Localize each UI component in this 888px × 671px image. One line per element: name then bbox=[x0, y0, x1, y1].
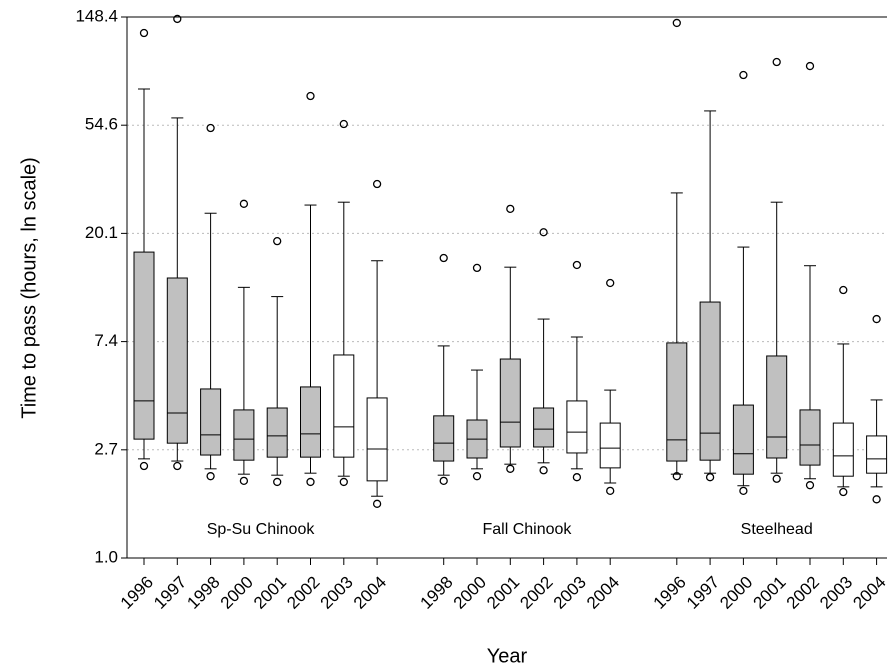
box bbox=[599, 422, 621, 469]
box bbox=[300, 386, 321, 458]
outlier bbox=[739, 486, 748, 496]
y-tick-label: 148.4 bbox=[75, 6, 118, 25]
box bbox=[233, 409, 255, 461]
x-tick-label: 1997 bbox=[150, 573, 190, 613]
x-tick-label: 2000 bbox=[716, 573, 756, 613]
x-tick-label: 1998 bbox=[417, 573, 457, 613]
box bbox=[366, 397, 388, 482]
outlier bbox=[805, 481, 815, 490]
outlier bbox=[206, 472, 215, 481]
outlier bbox=[772, 57, 781, 67]
x-tick-label: 2001 bbox=[483, 573, 523, 613]
outlier bbox=[705, 473, 715, 482]
outlier bbox=[339, 477, 348, 487]
x-tick-label: 1998 bbox=[183, 573, 223, 613]
x-tick-label: 2003 bbox=[816, 573, 856, 613]
x-tick-label: 2004 bbox=[849, 573, 888, 613]
y-tick-label: 7.4 bbox=[94, 331, 118, 350]
group-label: Fall Chinook bbox=[482, 521, 572, 538]
x-tick-label: 2002 bbox=[283, 573, 323, 613]
x-tick-label: 1997 bbox=[683, 573, 723, 613]
outlier bbox=[805, 61, 815, 71]
outlier bbox=[372, 179, 382, 189]
box bbox=[433, 415, 455, 462]
outlier bbox=[572, 260, 582, 270]
outlier bbox=[839, 487, 848, 497]
x-axis-label: Year bbox=[487, 645, 528, 667]
box bbox=[566, 400, 588, 454]
outlier bbox=[239, 199, 249, 208]
outlier bbox=[239, 476, 249, 486]
x-tick-label: 2001 bbox=[750, 573, 790, 613]
outlier bbox=[439, 476, 448, 486]
x-tick-label: 1996 bbox=[117, 573, 157, 613]
box bbox=[766, 355, 788, 459]
box bbox=[866, 435, 888, 474]
outlier bbox=[306, 477, 315, 487]
outlier bbox=[173, 14, 182, 24]
box bbox=[200, 388, 222, 456]
outlier bbox=[872, 495, 881, 504]
box bbox=[666, 342, 688, 462]
y-tick-label: 20.1 bbox=[85, 223, 118, 242]
outlier bbox=[506, 464, 515, 473]
outlier bbox=[273, 477, 282, 487]
x-tick-label: 2003 bbox=[317, 573, 357, 613]
outlier bbox=[739, 70, 748, 80]
x-tick-label: 2004 bbox=[583, 573, 623, 613]
y-tick-label: 2.7 bbox=[94, 439, 118, 458]
box bbox=[266, 407, 288, 458]
outlier bbox=[539, 228, 548, 237]
outlier bbox=[772, 474, 781, 483]
outlier bbox=[372, 499, 382, 508]
outlier bbox=[606, 486, 615, 496]
outlier bbox=[839, 285, 848, 295]
box bbox=[533, 407, 555, 448]
outlier bbox=[472, 263, 482, 273]
box bbox=[799, 409, 821, 466]
outlier bbox=[139, 461, 149, 471]
box bbox=[166, 277, 188, 444]
group-label: Sp-Su Chinook bbox=[207, 521, 316, 538]
box bbox=[133, 251, 155, 440]
x-tick-label: 1996 bbox=[650, 573, 690, 613]
outlier bbox=[606, 278, 615, 288]
y-tick-label: 1.0 bbox=[94, 547, 118, 566]
outlier bbox=[872, 314, 881, 324]
x-tick-label: 2002 bbox=[516, 573, 556, 613]
box bbox=[732, 404, 754, 475]
x-tick-label: 2001 bbox=[250, 573, 290, 613]
outlier bbox=[672, 472, 681, 481]
outlier bbox=[139, 28, 149, 38]
outlier bbox=[273, 236, 282, 246]
x-tick-label: 2004 bbox=[350, 573, 390, 613]
box bbox=[333, 354, 355, 458]
x-tick-label: 2000 bbox=[450, 573, 490, 613]
outlier bbox=[539, 466, 548, 475]
outlier bbox=[506, 204, 515, 214]
outlier bbox=[672, 18, 681, 28]
box bbox=[499, 358, 521, 448]
outlier bbox=[173, 461, 182, 471]
box bbox=[832, 422, 854, 477]
group-label: Steelhead bbox=[741, 521, 813, 538]
outlier bbox=[439, 253, 448, 263]
outlier bbox=[206, 123, 215, 133]
x-tick-label: 2000 bbox=[217, 573, 257, 613]
box bbox=[699, 301, 721, 461]
y-axis-label: Time to pass (hours, ln scale) bbox=[18, 157, 40, 419]
outlier bbox=[306, 91, 315, 101]
outlier bbox=[472, 472, 482, 481]
x-tick-label: 2003 bbox=[550, 573, 590, 613]
outlier bbox=[572, 473, 582, 482]
x-tick-label: 2002 bbox=[783, 573, 823, 613]
outlier bbox=[339, 119, 348, 129]
y-tick-label: 54.6 bbox=[85, 115, 118, 134]
